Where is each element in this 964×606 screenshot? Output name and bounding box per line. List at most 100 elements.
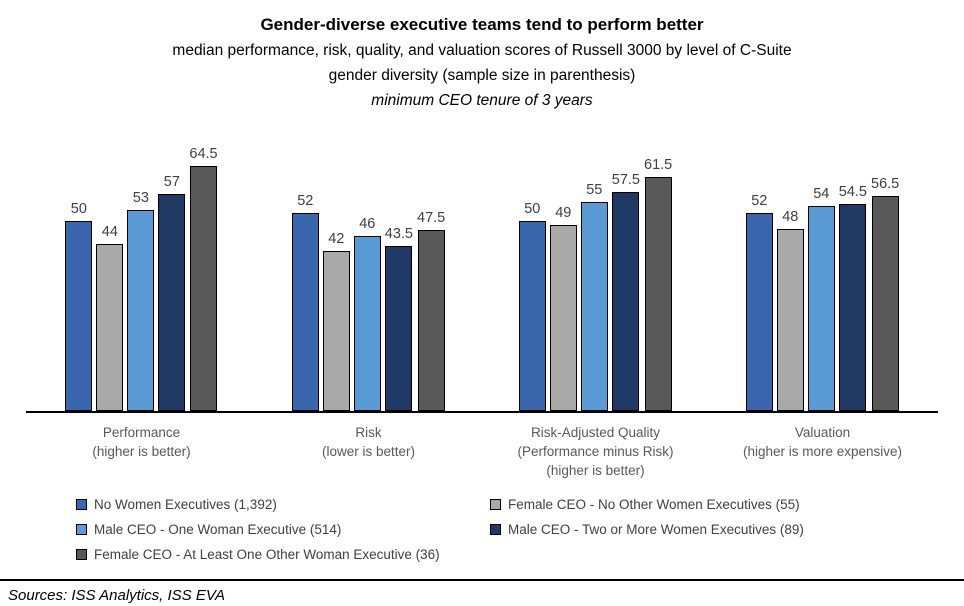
bar-with-label: 55 (580, 182, 608, 411)
bar-with-label: 49 (549, 205, 577, 411)
legend-swatch (490, 523, 501, 535)
bar-with-label: 64.5 (189, 146, 218, 411)
category-label-line: Risk-Adjusted Quality (530, 425, 661, 440)
bar (96, 244, 124, 411)
category-label: Valuation (higher is more expensive) (709, 423, 936, 480)
category-label-line: (higher is better) (546, 463, 645, 478)
bar (158, 194, 186, 411)
bar (580, 202, 608, 411)
bar (417, 230, 445, 411)
value-label: 46 (359, 216, 376, 232)
value-label: 57.5 (611, 172, 640, 188)
value-label: 54.5 (838, 184, 867, 200)
category-label-line: (lower is better) (321, 444, 416, 459)
bar-group: 52 42 46 43.5 47.5 (255, 193, 482, 411)
chart-subtitle-line1: median performance, risk, quality, and v… (172, 42, 792, 59)
bar-with-label: 50 (65, 201, 93, 411)
bar-with-label: 57.5 (612, 172, 640, 411)
bar (385, 246, 413, 411)
value-label: 43.5 (384, 226, 413, 242)
bar (644, 177, 672, 411)
plot-area: 50 44 53 57 64.5 52 42 46 43.5 47.5 50 49 55 57.5 61.5… (0, 117, 964, 411)
value-label: 52 (751, 193, 768, 209)
bar (776, 229, 804, 411)
category-axis: Performance (higher is better) Risk (lower … (0, 413, 964, 480)
category-label: Risk-Adjusted Quality (Performance minus … (482, 423, 709, 480)
legend-label: Female CEO - No Other Women Executives (… (508, 496, 800, 512)
legend-label: Male CEO - Two or More Women Executives … (508, 521, 804, 537)
value-label: 42 (328, 231, 345, 247)
category-label-line: Performance (102, 425, 181, 440)
bar (353, 236, 381, 411)
bar (871, 196, 899, 411)
value-label: 53 (132, 190, 149, 206)
legend-label: Male CEO - One Woman Executive (514) (94, 521, 342, 537)
legend-label: No Women Executives (1,392) (94, 496, 277, 512)
legend-swatch (490, 498, 501, 510)
bar-with-label: 52 (745, 193, 773, 411)
category-label-line: (higher is better) (92, 444, 191, 459)
value-label: 56.5 (871, 176, 900, 192)
bar-with-label: 48 (776, 209, 804, 411)
bar (839, 204, 867, 411)
bar-with-label: 54 (807, 186, 835, 411)
bar (612, 192, 640, 411)
bar-group: 52 48 54 54.5 56.5 (709, 176, 936, 411)
value-label: 44 (101, 224, 118, 240)
legend-item: Female CEO - No Other Women Executives (… (490, 494, 964, 514)
value-label: 57 (163, 174, 180, 190)
category-label: Risk (lower is better) (255, 423, 482, 480)
bar-with-label: 56.5 (871, 176, 899, 411)
legend-label: Female CEO - At Least One Other Woman Ex… (94, 546, 440, 562)
value-label: 54 (813, 186, 830, 202)
footer-divider (0, 579, 964, 581)
bar-with-label: 44 (96, 224, 124, 411)
legend-swatch (76, 548, 87, 560)
value-label: 47.5 (417, 210, 446, 226)
value-label: 50 (524, 201, 541, 217)
bar (189, 166, 217, 411)
category-label-line: Risk (355, 425, 382, 440)
bar-with-label: 46 (353, 216, 381, 411)
legend-item: Male CEO - One Woman Executive (514) (76, 519, 490, 539)
value-label: 50 (70, 201, 87, 217)
category-label-line: (higher is more expensive) (742, 444, 903, 459)
value-label: 61.5 (644, 157, 673, 173)
bar (518, 221, 546, 411)
value-label: 55 (586, 182, 603, 198)
chart-subtitle-line2: gender diversity (sample size in parenth… (328, 67, 636, 84)
legend-item: Male CEO - Two or More Women Executives … (490, 519, 964, 539)
legend-item: Female CEO - At Least One Other Woman Ex… (76, 544, 490, 564)
bar-group: 50 44 53 57 64.5 (28, 146, 255, 411)
bar-with-label: 47.5 (417, 210, 445, 411)
value-label: 64.5 (189, 146, 218, 162)
bar-with-label: 54.5 (839, 184, 867, 411)
x-axis-line (26, 411, 938, 413)
bar (322, 251, 350, 411)
chart-subtitle-tenure: minimum CEO tenure of 3 years (371, 92, 593, 109)
bar-with-label: 53 (127, 190, 155, 411)
bar (291, 213, 319, 411)
bar-with-label: 52 (291, 193, 319, 411)
value-label: 49 (555, 205, 572, 221)
bar-group: 50 49 55 57.5 61.5 (482, 157, 709, 411)
bar (745, 213, 773, 411)
bar (127, 210, 155, 411)
chart-title: Gender-diverse executive teams tend to p… (260, 15, 704, 34)
bar-with-label: 43.5 (385, 226, 413, 411)
legend-swatch (76, 523, 87, 535)
value-label: 52 (297, 193, 314, 209)
bar-with-label: 57 (158, 174, 186, 411)
category-label: Performance (higher is better) (28, 423, 255, 480)
legend: No Women Executives (1,392) Female CEO - … (76, 494, 964, 564)
sources-note: Sources: ISS Analytics, ISS EVA (8, 587, 226, 604)
bar (65, 221, 93, 411)
bar (549, 225, 577, 411)
bar-with-label: 42 (322, 231, 350, 411)
bar-with-label: 61.5 (644, 157, 672, 411)
legend-swatch (76, 498, 87, 510)
category-label-line: (Performance minus Risk) (517, 444, 674, 459)
bar-with-label: 50 (518, 201, 546, 411)
bar (807, 206, 835, 411)
